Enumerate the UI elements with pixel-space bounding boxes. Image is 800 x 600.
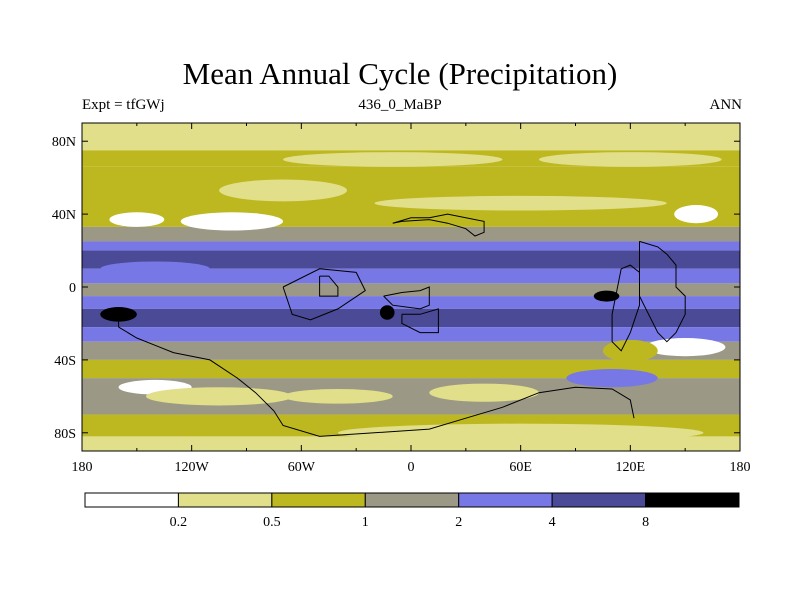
- colorbar: 0.2 0.5 1 2 4 8: [84, 492, 740, 530]
- colorbar-label: 0.5: [263, 515, 281, 530]
- colorbar-label: 4: [549, 515, 556, 530]
- experiment-label: Expt = tfGWj: [82, 97, 165, 113]
- land-outline-continent-africa: [383, 286, 430, 310]
- precip-band: [82, 226, 740, 242]
- x-tick-label: 120W: [175, 460, 210, 475]
- precip-band: [82, 250, 740, 269]
- colorbar-swatch: [645, 492, 740, 508]
- y-tick-label: 40S: [54, 354, 76, 369]
- colorbar-label: 8: [642, 515, 649, 530]
- colorbar-swatch: [364, 492, 460, 508]
- land-outlines: [118, 213, 686, 437]
- precip-patch: [180, 212, 284, 231]
- colorbar-swatch: [84, 492, 179, 508]
- precip-band: [82, 205, 740, 227]
- time-period-label: 436_0_MaBP: [358, 97, 442, 113]
- land-outline-continent-east: [611, 264, 640, 352]
- colorbar-label: 2: [455, 515, 462, 530]
- x-tick-label: 60E: [509, 460, 532, 475]
- precip-patch: [109, 212, 165, 227]
- land-outline-gondwana-south: [118, 326, 635, 437]
- y-tick-label: 40N: [52, 208, 76, 223]
- precip-patch: [429, 383, 539, 402]
- y-tick-label: 0: [69, 281, 76, 296]
- colorbar-swatch: [271, 492, 366, 508]
- land-outline-continent-south-east: [401, 308, 439, 334]
- y-tick-label: 80S: [54, 427, 76, 442]
- precip-patch: [566, 369, 658, 388]
- precip-band: [82, 241, 740, 251]
- land-outline-continent-west-piece: [319, 275, 339, 297]
- precip-patch: [145, 387, 293, 406]
- x-tick-label: 60W: [288, 460, 316, 475]
- precip-patch: [593, 290, 620, 302]
- precip-patch: [538, 152, 722, 167]
- colorbar-swatch: [177, 492, 273, 508]
- precip-band: [82, 308, 740, 328]
- colorbar-swatch: [458, 492, 553, 508]
- land-outline-continent-east-2: [639, 240, 686, 343]
- colorbar-label: 1: [362, 515, 369, 530]
- precip-band: [82, 327, 740, 342]
- x-tick-label: 0: [408, 460, 415, 475]
- season-label: ANN: [709, 97, 743, 113]
- precip-patch: [644, 338, 726, 357]
- precip-patch: [337, 423, 704, 442]
- land-outline-continent-north-a: [392, 213, 485, 237]
- x-tick-label: 120E: [616, 460, 646, 475]
- x-tick-label: 180: [730, 460, 751, 475]
- map-field: [82, 123, 740, 451]
- land-outline-land-ne: [282, 268, 366, 321]
- x-tick-label: 180: [72, 460, 93, 475]
- chart-title: Mean Annual Cycle (Precipitation): [182, 56, 618, 91]
- precip-patch: [283, 389, 393, 404]
- precip-patch: [283, 152, 503, 167]
- precip-band: [82, 341, 740, 360]
- precip-band: [82, 268, 740, 284]
- precip-patch: [674, 205, 719, 224]
- precip-patch: [602, 339, 658, 362]
- precip-band: [82, 283, 740, 297]
- y-tick-label: 80N: [52, 135, 76, 150]
- precip-patch: [379, 305, 395, 320]
- colorbar-label: 0.2: [170, 515, 188, 530]
- precip-patch: [100, 261, 210, 277]
- axes: 180 120W 60W 0 60E 120E 180 80N 40N 0 40S 80S: [52, 123, 751, 475]
- precip-patch: [219, 179, 348, 202]
- precip-band: [82, 296, 740, 309]
- colorbar-swatch: [551, 492, 647, 508]
- precip-patch: [374, 195, 667, 211]
